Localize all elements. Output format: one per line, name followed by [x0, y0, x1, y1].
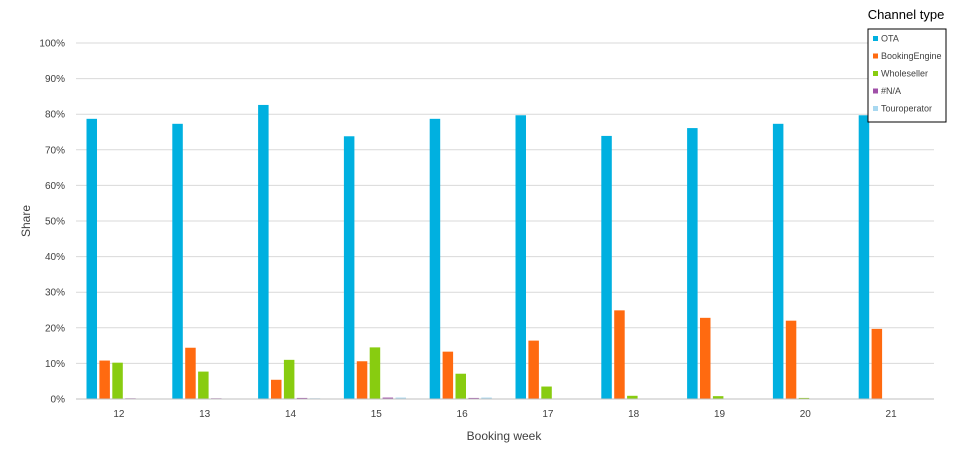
bar	[515, 115, 526, 399]
gridlines	[76, 42, 934, 364]
bar	[296, 397, 308, 399]
legend-title: Channel type	[868, 7, 945, 22]
y-tick-label: 90%	[45, 74, 65, 85]
legend-box	[867, 28, 947, 123]
bar	[112, 362, 123, 399]
bar	[541, 386, 552, 399]
bars	[86, 104, 921, 400]
bar	[258, 104, 269, 399]
legend-label: #N/A	[881, 86, 901, 96]
y-tick-label: 0%	[51, 395, 66, 406]
bar	[271, 379, 282, 399]
x-tick-label: 19	[714, 409, 726, 420]
bar	[468, 397, 479, 399]
y-tick-label: 80%	[45, 110, 65, 121]
x-tick-label: 21	[886, 409, 898, 420]
bar	[185, 347, 196, 399]
bar	[785, 320, 797, 399]
bar	[455, 373, 466, 399]
bar	[700, 317, 711, 399]
y-tick-labels: 0% 10% 20% 30% 40% 50% 60% 70% 80% 90% 100%	[39, 39, 65, 406]
legend-label: Wholeseller	[881, 69, 928, 79]
x-tick-label: 15	[371, 409, 383, 420]
bar	[871, 328, 883, 399]
bar	[712, 396, 724, 399]
bar	[198, 371, 209, 399]
legend-label: OTA	[881, 34, 899, 44]
x-axis-title: Booking week	[467, 429, 543, 443]
y-tick-label: 70%	[45, 145, 65, 156]
y-tick-label: 40%	[45, 252, 65, 263]
bar	[382, 397, 394, 399]
x-tick-label: 18	[628, 409, 640, 420]
legend-swatch	[873, 36, 878, 41]
x-tick-label: 12	[113, 409, 125, 420]
bar	[283, 359, 295, 399]
x-tick-label: 16	[457, 409, 469, 420]
bar	[772, 123, 784, 399]
bar	[172, 123, 183, 399]
bar	[601, 135, 612, 399]
bar	[395, 397, 406, 399]
legend-swatch	[873, 71, 878, 76]
x-tick-label: 14	[285, 409, 297, 420]
y-tick-label: 100%	[39, 39, 65, 50]
x-tick-label: 20	[800, 409, 812, 420]
y-tick-label: 50%	[45, 217, 65, 228]
bar	[86, 118, 97, 399]
y-tick-label: 60%	[45, 181, 65, 192]
legend-swatch	[873, 106, 878, 111]
bar	[614, 310, 625, 399]
y-axis-title: Share	[19, 205, 33, 237]
x-tick-labels: 12 13 14 15 16 17 18 19 20 21	[113, 409, 897, 420]
bar	[99, 360, 110, 399]
bar	[627, 395, 638, 399]
bar	[687, 128, 698, 400]
y-tick-label: 20%	[45, 323, 65, 334]
x-tick-label: 13	[199, 409, 211, 420]
bar	[343, 136, 355, 399]
legend-label: Touroperator	[881, 104, 932, 114]
y-tick-label: 30%	[45, 288, 65, 299]
legend: Channel type OTA BookingEngine Wholeseller…	[867, 7, 947, 123]
bar	[356, 361, 368, 399]
legend-swatch	[873, 53, 878, 59]
bar	[369, 347, 381, 399]
bar	[858, 115, 870, 399]
bar	[528, 340, 539, 399]
bar	[481, 397, 492, 399]
y-tick-label: 10%	[45, 359, 65, 370]
bar	[798, 397, 810, 399]
legend-items: OTA BookingEngine Wholeseller #N/A Touropera…	[873, 34, 942, 114]
legend-swatch	[873, 88, 878, 94]
x-tick-label: 17	[542, 409, 554, 420]
bar	[429, 118, 441, 399]
bar	[442, 351, 454, 399]
legend-label: BookingEngine	[881, 51, 942, 61]
